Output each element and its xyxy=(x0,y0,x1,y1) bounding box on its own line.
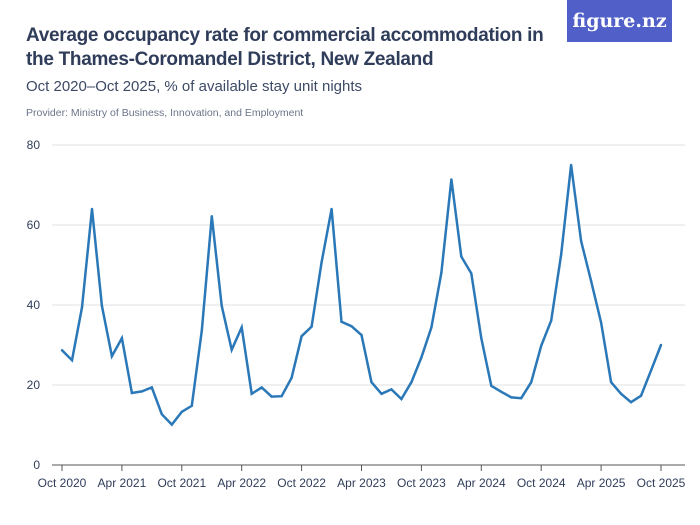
data-point xyxy=(410,381,413,384)
data-point xyxy=(480,337,483,340)
data-point xyxy=(540,344,543,347)
x-tick-label: Oct 2020 xyxy=(38,476,87,490)
data-point xyxy=(629,401,633,404)
occupancy-line xyxy=(61,164,663,427)
data-point xyxy=(150,386,154,389)
data-point xyxy=(340,320,343,323)
y-tick-label: 20 xyxy=(27,378,41,392)
data-point xyxy=(490,384,493,387)
data-point xyxy=(470,272,473,275)
data-point xyxy=(609,381,613,384)
data-point xyxy=(599,321,603,324)
data-point xyxy=(639,394,643,397)
x-tick-label: Oct 2021 xyxy=(157,476,206,490)
data-point xyxy=(649,369,653,372)
data-point xyxy=(60,349,64,352)
data-point xyxy=(260,386,263,389)
data-point xyxy=(320,261,323,264)
data-point xyxy=(240,326,243,329)
chart-subtitle: Oct 2020–Oct 2025, % of available stay u… xyxy=(26,78,363,95)
figure-nz-logo[interactable]: figure.nz xyxy=(567,0,672,42)
x-tick-label: Oct 2025 xyxy=(637,476,686,490)
data-point xyxy=(200,329,203,332)
data-point xyxy=(70,359,74,362)
data-point xyxy=(230,348,233,351)
x-tick-label: Oct 2024 xyxy=(517,476,566,490)
data-point xyxy=(569,163,573,167)
y-tick-label: 0 xyxy=(33,458,40,472)
data-point xyxy=(559,253,563,256)
data-point xyxy=(310,325,313,328)
data-point xyxy=(160,413,164,416)
x-tick-label: Apr 2023 xyxy=(337,476,386,490)
data-point xyxy=(440,271,443,274)
data-point xyxy=(290,376,293,379)
data-point xyxy=(180,410,183,413)
data-point xyxy=(500,390,503,393)
data-point xyxy=(400,397,403,401)
x-tick-label: Oct 2022 xyxy=(277,476,326,490)
data-point xyxy=(420,356,423,359)
x-tick-label: Apr 2021 xyxy=(98,476,147,490)
data-point xyxy=(170,423,174,426)
data-point xyxy=(450,178,453,181)
y-tick-label: 80 xyxy=(27,138,41,152)
data-point xyxy=(120,337,124,340)
data-point xyxy=(350,325,353,328)
provider-note: Provider: Ministry of Business, Innovati… xyxy=(26,107,304,119)
data-point xyxy=(619,392,623,395)
data-point xyxy=(100,304,104,307)
x-tick-label: Apr 2022 xyxy=(217,476,266,490)
data-point xyxy=(330,207,333,211)
x-tick-label: Oct 2023 xyxy=(397,476,446,490)
chart-title: Average occupancy rate for commercial ac… xyxy=(26,25,544,70)
data-point xyxy=(270,395,273,398)
data-point xyxy=(380,392,383,395)
data-point xyxy=(370,381,373,384)
data-point xyxy=(190,404,193,407)
data-point xyxy=(430,326,433,329)
data-point xyxy=(140,390,144,393)
data-point xyxy=(510,396,513,399)
data-point xyxy=(549,319,553,322)
data-point xyxy=(90,207,94,211)
data-point xyxy=(210,215,213,218)
y-tick-label: 40 xyxy=(27,298,41,312)
x-tick-label: Apr 2024 xyxy=(457,476,506,490)
data-point xyxy=(360,333,363,337)
x-tick-label: Apr 2025 xyxy=(577,476,626,490)
data-point xyxy=(390,388,393,391)
data-point xyxy=(579,239,583,243)
data-point xyxy=(220,304,223,307)
data-point xyxy=(300,335,303,338)
data-point xyxy=(520,397,523,400)
data-point xyxy=(530,381,533,384)
data-point xyxy=(80,306,84,309)
data-point xyxy=(110,355,114,358)
y-tick-label: 60 xyxy=(27,218,41,232)
data-point xyxy=(280,395,283,398)
data-point xyxy=(460,255,463,258)
data-point xyxy=(250,392,253,395)
data-point xyxy=(589,279,593,283)
data-point xyxy=(659,343,663,347)
data-point xyxy=(130,391,134,395)
